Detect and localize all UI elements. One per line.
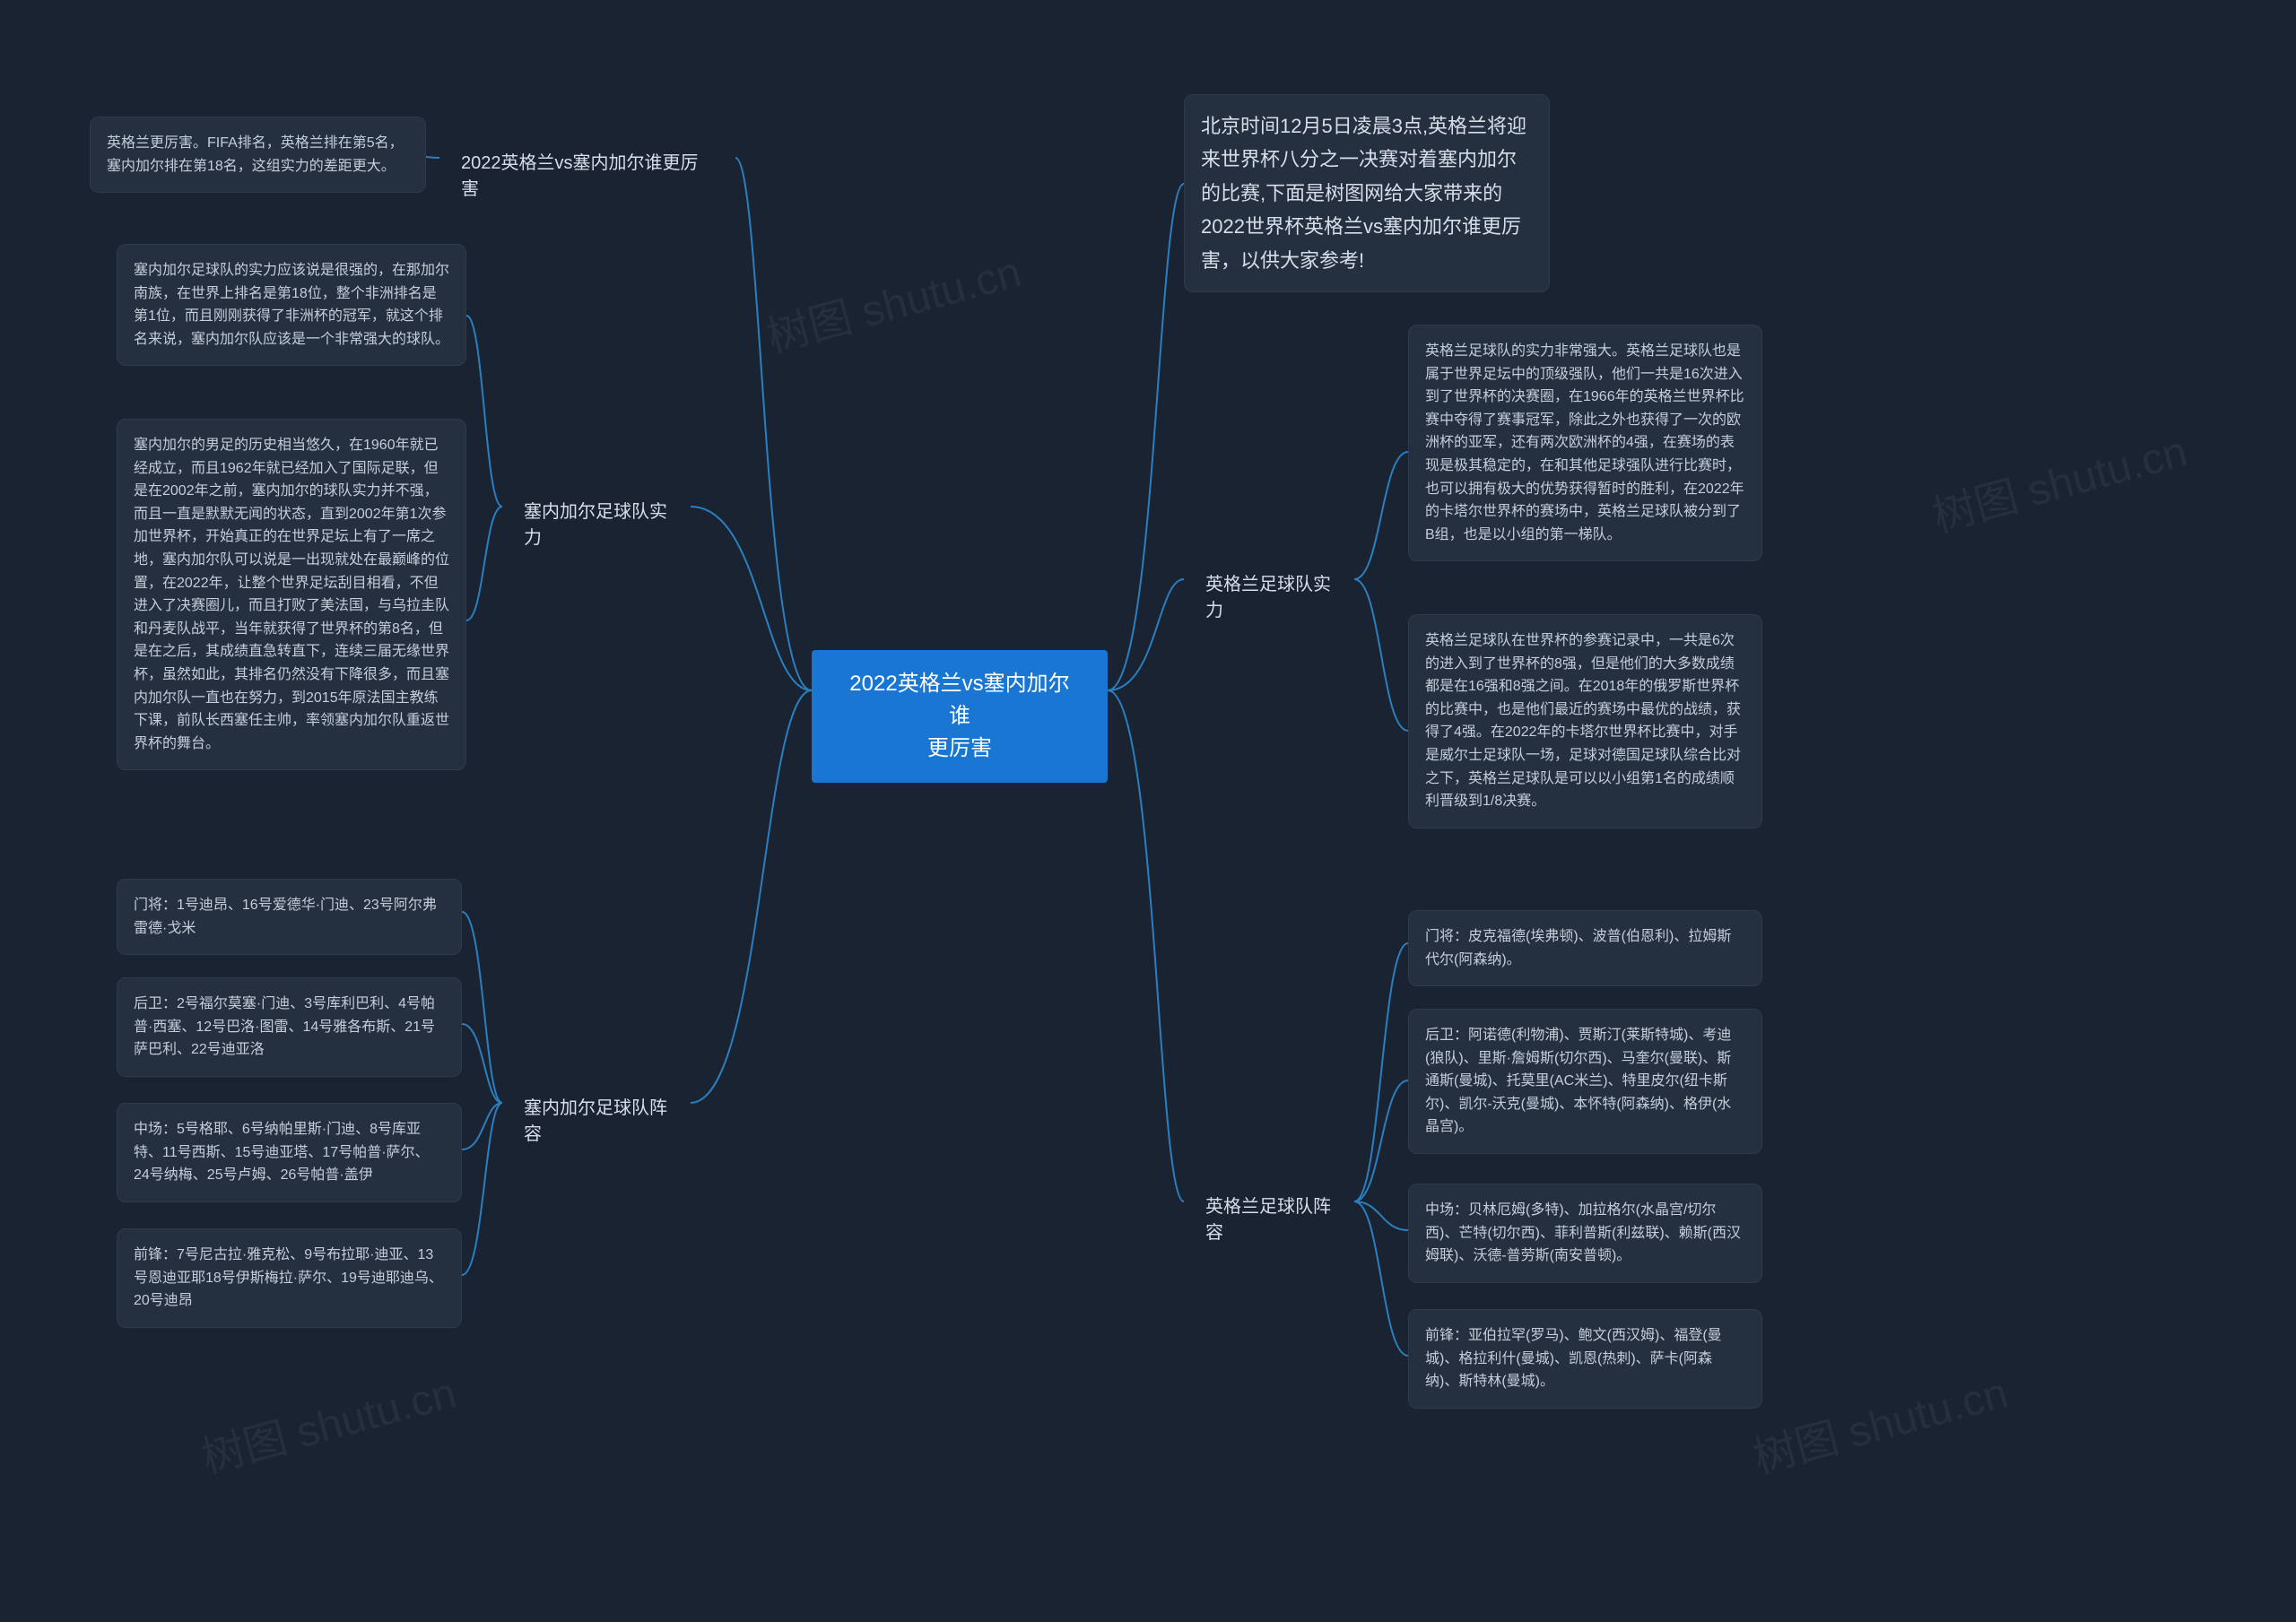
branch-right-1[interactable]: 英格兰足球队实力 bbox=[1184, 557, 1354, 634]
leaf-node[interactable]: 后卫：2号福尔莫塞·门迪、3号库利巴利、4号帕普·西塞、12号巴洛·图雷、14号… bbox=[117, 977, 462, 1077]
leaf-node[interactable]: 英格兰足球队在世界杯的参赛记录中，一共是6次的进入到了世界杯的8强，但是他们的大… bbox=[1408, 614, 1762, 828]
leaf-node[interactable]: 英格兰更厉害。FIFA排名，英格兰排在第5名，塞内加尔排在第18名，这组实力的差… bbox=[90, 117, 426, 193]
watermark: 树图 shutu.cn bbox=[194, 1357, 462, 1486]
leaf-intro[interactable]: 北京时间12月5日凌晨3点,英格兰将迎来世界杯八分之一决赛对着塞内加尔的比赛,下… bbox=[1184, 94, 1550, 292]
leaf-node[interactable]: 塞内加尔的男足的历史相当悠久，在1960年就已经成立，而且1962年就已经加入了… bbox=[117, 419, 466, 770]
branch-left-3[interactable]: 塞内加尔足球队阵容 bbox=[502, 1080, 691, 1158]
leaf-node[interactable]: 中场：贝林厄姆(多特)、加拉格尔(水晶宫/切尔西)、芒特(切尔西)、菲利普斯(利… bbox=[1408, 1184, 1762, 1283]
leaf-node[interactable]: 中场：5号格耶、6号纳帕里斯·门迪、8号库亚特、11号西斯、15号迪亚塔、17号… bbox=[117, 1103, 462, 1202]
leaf-node[interactable]: 门将：1号迪昂、16号爱德华·门迪、23号阿尔弗雷德·戈米 bbox=[117, 879, 462, 955]
leaf-node[interactable]: 后卫：阿诺德(利物浦)、贾斯汀(莱斯特城)、考迪(狼队)、里斯·詹姆斯(切尔西)… bbox=[1408, 1009, 1762, 1154]
watermark: 树图 shutu.cn bbox=[759, 237, 1027, 365]
leaf-node[interactable]: 英格兰足球队的实力非常强大。英格兰足球队也是属于世界足坛中的顶级强队，他们一共是… bbox=[1408, 325, 1762, 561]
leaf-node[interactable]: 门将：皮克福德(埃弗顿)、波普(伯恩利)、拉姆斯代尔(阿森纳)。 bbox=[1408, 910, 1762, 986]
leaf-node[interactable]: 前锋：7号尼古拉·雅克松、9号布拉耶·迪亚、13号恩迪亚耶18号伊斯梅拉·萨尔、… bbox=[117, 1228, 462, 1328]
branch-right-2[interactable]: 英格兰足球队阵容 bbox=[1184, 1179, 1354, 1256]
watermark: 树图 shutu.cn bbox=[1745, 1357, 2013, 1486]
leaf-node[interactable]: 前锋：亚伯拉罕(罗马)、鲍文(西汉姆)、福登(曼城)、格拉利什(曼城)、凯恩(热… bbox=[1408, 1309, 1762, 1409]
branch-left-2[interactable]: 塞内加尔足球队实力 bbox=[502, 484, 691, 561]
watermark: 树图 shutu.cn bbox=[1925, 416, 2193, 544]
root-node[interactable]: 2022英格兰vs塞内加尔谁更厉害 bbox=[812, 650, 1108, 783]
branch-left-1[interactable]: 2022英格兰vs塞内加尔谁更厉害 bbox=[439, 135, 735, 213]
leaf-node[interactable]: 塞内加尔足球队的实力应该说是很强的，在那加尔南族，在世界上排名是第18位，整个非… bbox=[117, 244, 466, 366]
